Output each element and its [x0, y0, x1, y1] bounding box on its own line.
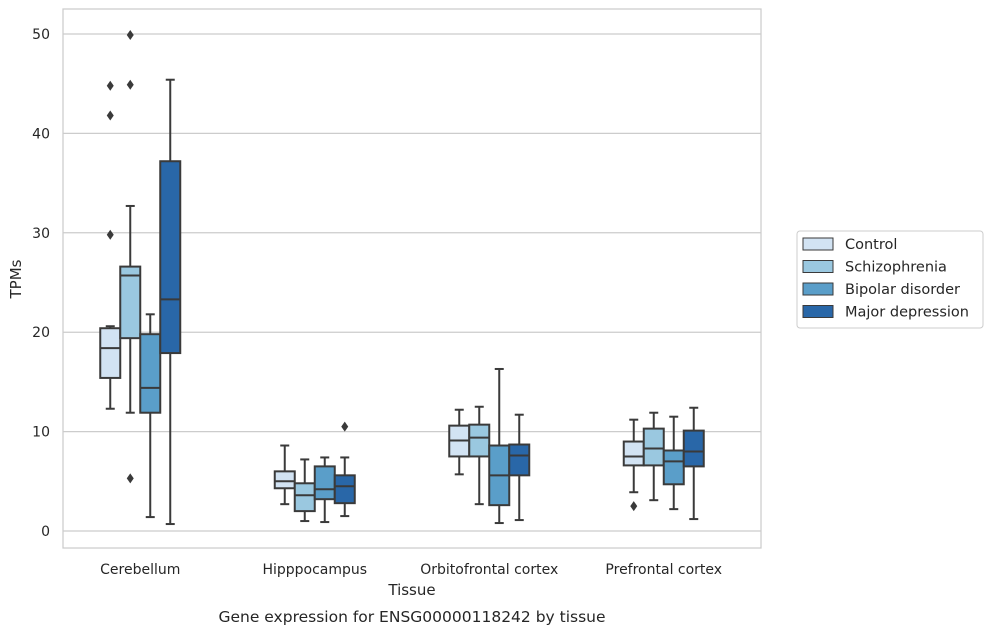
y-tick-labels: 0 10 20 30 40 50 [32, 27, 50, 540]
box-schizophrenia [293, 458, 316, 523]
x-tick-label: Cerebellum [100, 562, 180, 578]
x-tick-label: Hipppocampus [262, 562, 367, 578]
y-tick-label: 20 [32, 325, 50, 341]
x-axis-label: Tissue [387, 581, 435, 599]
box-bipolar-disorder [662, 415, 685, 511]
box-body [139, 333, 162, 414]
box-body [99, 327, 122, 379]
box-body [313, 465, 336, 501]
x-tick-label: Orbitofrontal cortex [420, 562, 558, 578]
y-tick-label: 10 [32, 425, 50, 441]
box-body [682, 429, 705, 468]
legend-swatch [802, 305, 834, 318]
box-body [622, 440, 645, 467]
box-major-depression [682, 406, 705, 521]
y-tick-label: 40 [32, 126, 50, 142]
legend-swatch [802, 237, 834, 251]
box-major-depression [508, 413, 531, 522]
box-plot-series [99, 29, 705, 526]
box-major-depression [159, 78, 182, 526]
box-body [662, 449, 685, 486]
outlier-point [106, 229, 114, 240]
y-axis-label: TPMs [7, 259, 25, 299]
box-body [468, 423, 491, 458]
box-schizophrenia [642, 411, 665, 502]
legend-label: Control [845, 237, 897, 253]
box-body [508, 443, 531, 477]
box-major-depression [333, 421, 356, 518]
y-tick-label: 30 [32, 226, 50, 242]
box-schizophrenia [468, 405, 491, 506]
outlier-point [630, 501, 638, 512]
outlier-point [106, 80, 114, 91]
box-body [293, 482, 316, 513]
legend-swatch [802, 260, 834, 273]
box-bipolar-disorder [139, 313, 162, 519]
legend-label: Major depression [845, 305, 969, 321]
box-schizophrenia [119, 29, 142, 484]
box-body [642, 427, 665, 467]
chart-caption: Gene expression for ENSG00000118242 by t… [218, 608, 605, 626]
x-tick-label: Prefrontal cortex [605, 562, 722, 578]
box-body [119, 265, 142, 340]
outlier-point [341, 421, 349, 432]
outlier-point [126, 29, 134, 40]
outlier-point [126, 473, 134, 484]
legend: Control Schizophrenia Bipolar disorder Majo… [796, 230, 984, 329]
box-bipolar-disorder [313, 456, 336, 524]
box-body [159, 160, 182, 355]
y-tick-label: 50 [32, 27, 50, 43]
legend-label: Bipolar disorder [845, 282, 960, 298]
outlier-point [126, 79, 134, 90]
legend-swatch [802, 282, 834, 296]
box-control [273, 444, 296, 506]
y-tick-label: 0 [41, 524, 50, 540]
x-tick-labels: Cerebellum Hipppocampus Orbitofrontal cort… [100, 562, 722, 578]
box-control [99, 80, 122, 410]
box-body [333, 474, 356, 505]
box-control [622, 418, 645, 512]
box-body [273, 470, 296, 490]
legend-label: Schizophrenia [845, 260, 947, 276]
box-bipolar-disorder [488, 367, 511, 525]
legend-box [796, 230, 984, 329]
plot-area-frame [62, 8, 762, 549]
outlier-point [106, 110, 114, 121]
box-control [448, 408, 471, 476]
